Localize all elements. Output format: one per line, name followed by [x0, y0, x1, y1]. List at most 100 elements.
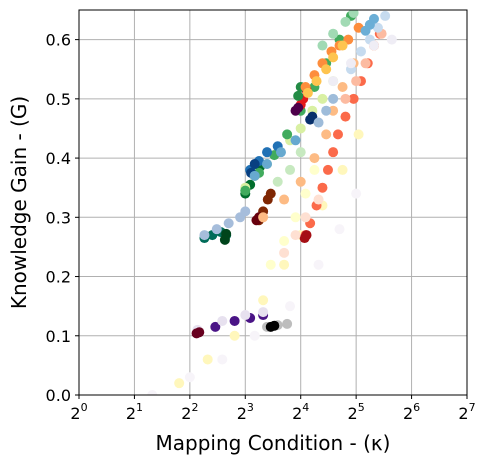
- data-point: [147, 390, 158, 395]
- x-tick-label: 22: [181, 401, 198, 423]
- y-tick-label: 0.5: [46, 90, 71, 109]
- y-tick-label: 0.4: [46, 149, 71, 168]
- data-point: [321, 129, 332, 140]
- data-point: [368, 13, 379, 24]
- y-tick-label: 0.1: [46, 327, 71, 346]
- data-point: [249, 159, 260, 169]
- data-point: [290, 230, 301, 241]
- data-point: [301, 230, 312, 241]
- data-point: [351, 188, 362, 199]
- data-point: [262, 147, 273, 158]
- data-point: [258, 295, 269, 306]
- y-tick-labels: 0.0 0.1 0.2 0.3 0.4 0.5 0.6: [46, 31, 79, 405]
- data-point: [328, 76, 339, 87]
- data-point: [217, 354, 228, 365]
- data-point: [332, 129, 343, 140]
- data-point: [311, 76, 322, 87]
- data-point: [340, 16, 351, 27]
- data-point: [348, 10, 359, 18]
- data-point: [340, 111, 351, 122]
- data-point: [265, 259, 276, 270]
- data-point: [240, 206, 251, 217]
- data-point: [272, 176, 283, 187]
- data-point: [355, 46, 366, 57]
- data-point: [210, 321, 221, 332]
- data-point: [307, 111, 318, 122]
- data-point: [351, 76, 362, 87]
- x-tick-labels: 20 21 22 23 24 25 26 27: [70, 395, 476, 423]
- data-point: [285, 164, 296, 175]
- data-point: [328, 147, 339, 158]
- y-axis-label: Knowledge Gain - (G): [7, 96, 31, 309]
- data-point: [258, 212, 269, 223]
- plot-frame: [78, 9, 468, 396]
- data-point: [321, 64, 332, 75]
- data-point: [322, 164, 333, 175]
- data-point: [240, 185, 251, 196]
- data-point: [282, 318, 293, 329]
- data-point: [282, 129, 293, 140]
- data-point: [337, 82, 348, 92]
- data-point: [285, 301, 296, 312]
- data-point: [300, 212, 311, 223]
- data-point: [317, 93, 328, 104]
- data-point: [309, 164, 320, 175]
- data-point: [221, 228, 232, 239]
- x-tick-label: 26: [403, 401, 420, 423]
- x-tick-label: 27: [458, 401, 475, 423]
- x-tick-label: 23: [237, 401, 254, 423]
- data-point: [262, 159, 273, 169]
- data-point: [353, 129, 364, 140]
- data-points: [147, 10, 397, 395]
- data-point: [184, 372, 195, 383]
- data-point: [300, 188, 311, 199]
- y-tick-label: 0.0: [46, 386, 71, 405]
- data-point: [295, 123, 306, 134]
- data-point: [217, 315, 228, 326]
- x-tick-label: 25: [348, 401, 365, 423]
- data-point: [279, 247, 290, 258]
- data-point: [380, 10, 391, 21]
- data-point: [290, 135, 301, 146]
- data-point: [275, 147, 286, 158]
- x-axis-label: Mapping Condition - (κ): [156, 431, 391, 455]
- data-point: [290, 212, 301, 223]
- data-point: [249, 330, 260, 341]
- data-point: [295, 147, 306, 158]
- x-tick-label: 21: [126, 401, 143, 423]
- data-point: [309, 153, 320, 164]
- data-point: [279, 194, 290, 205]
- data-point: [269, 320, 280, 331]
- data-point: [293, 102, 304, 113]
- data-point: [368, 40, 379, 51]
- y-tick-label: 0.3: [46, 208, 71, 227]
- data-point: [202, 354, 213, 365]
- data-point: [321, 105, 332, 116]
- data-point: [223, 218, 234, 229]
- data-point: [334, 224, 345, 235]
- data-point: [229, 315, 240, 326]
- y-tick-label: 0.2: [46, 268, 71, 287]
- data-point: [317, 40, 328, 51]
- y-tick-label: 0.6: [46, 31, 71, 50]
- data-point: [345, 58, 356, 69]
- data-point: [199, 230, 210, 241]
- data-point: [328, 93, 339, 104]
- data-point: [279, 236, 290, 246]
- data-point: [328, 105, 339, 116]
- data-point: [211, 224, 222, 235]
- data-point: [293, 90, 304, 101]
- data-point: [258, 307, 269, 318]
- data-point: [313, 194, 324, 205]
- data-point: [313, 117, 324, 128]
- data-point: [360, 58, 371, 69]
- data-point: [229, 330, 240, 341]
- data-point: [295, 176, 306, 187]
- data-point: [340, 93, 351, 104]
- data-point: [194, 327, 205, 338]
- data-point: [240, 310, 251, 321]
- data-point: [317, 182, 328, 193]
- data-point: [302, 87, 313, 98]
